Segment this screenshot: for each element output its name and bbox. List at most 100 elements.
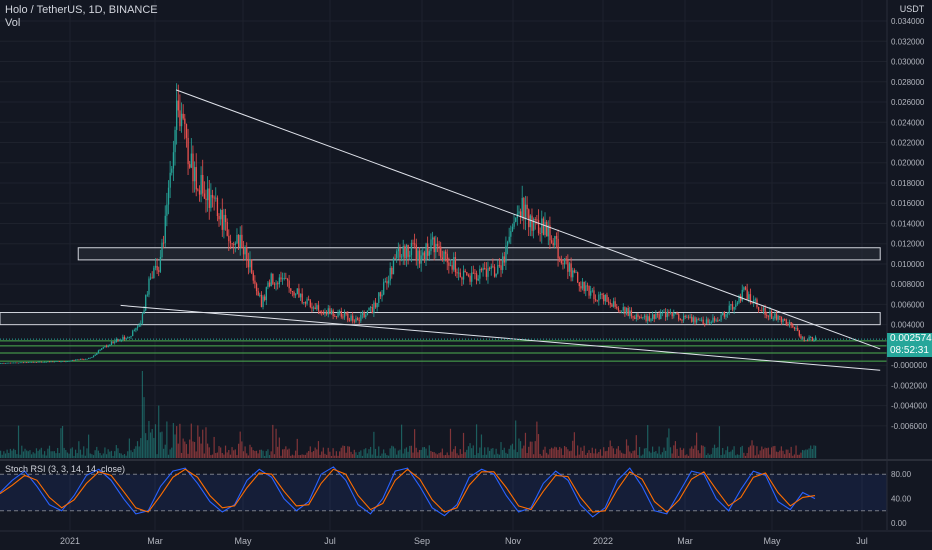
volume-bar	[376, 455, 378, 458]
volume-bar	[11, 450, 13, 458]
volume-bar	[422, 447, 424, 458]
volume-bar	[516, 452, 518, 458]
candle-body	[281, 278, 284, 280]
volume-bar	[19, 454, 21, 458]
candle-body	[233, 244, 235, 246]
rsi-title: Stoch RSI (3, 3, 14, 14, close)	[5, 464, 125, 474]
volume-bar	[568, 451, 571, 458]
candle-body	[267, 282, 269, 288]
candle-body	[777, 316, 779, 320]
candle-body	[570, 263, 572, 278]
volume-bar	[489, 450, 491, 458]
candle-body	[17, 362, 20, 364]
volume-bar	[671, 453, 673, 458]
candle-body	[141, 313, 144, 324]
volume-bar	[319, 454, 321, 458]
volume-bar	[167, 454, 170, 458]
candle-body	[149, 277, 152, 279]
candle-body	[135, 327, 137, 331]
candle-body	[355, 318, 357, 322]
volume-bar	[539, 454, 541, 458]
candle-body	[689, 316, 691, 318]
volume-bar	[726, 446, 729, 458]
candle-body	[712, 317, 714, 323]
candle-body	[707, 319, 709, 323]
volume-bar	[246, 453, 248, 458]
candle-body	[27, 362, 30, 363]
candle-body	[629, 310, 631, 316]
volume-bar	[138, 446, 140, 458]
volume-bar	[410, 445, 412, 458]
candle-body	[40, 361, 43, 363]
volume-bar	[280, 455, 282, 458]
volume-bar	[24, 448, 26, 458]
candle-body	[740, 295, 742, 301]
volume-bar	[638, 447, 641, 458]
candle-body	[154, 265, 157, 268]
candle-body	[231, 243, 233, 245]
volume-bar	[588, 450, 590, 458]
volume-bar	[790, 446, 792, 458]
volume-bar	[616, 448, 618, 458]
candle-body	[619, 310, 621, 312]
candle-body	[544, 221, 546, 235]
candle-body	[603, 295, 605, 302]
volume-bar	[384, 453, 386, 458]
volume-bar	[171, 447, 173, 458]
candle-body	[360, 315, 362, 321]
volume-bar	[339, 451, 341, 458]
candle-body	[653, 314, 655, 319]
volume-bar	[278, 437, 280, 458]
volume-bar	[301, 454, 303, 458]
volume-bar	[239, 431, 241, 458]
volume-bar	[612, 448, 615, 458]
candle-body	[273, 283, 276, 285]
candle-body	[741, 289, 743, 301]
candle-body	[324, 312, 326, 314]
volume-bar	[596, 453, 598, 458]
candle-body	[109, 344, 111, 347]
volume-bar	[8, 452, 10, 458]
volume-bar	[759, 450, 761, 458]
candle-body	[32, 361, 34, 363]
volume-bar	[213, 436, 215, 458]
volume-bar	[788, 453, 791, 458]
candle-body	[495, 273, 497, 277]
volume-bar	[0, 450, 2, 458]
candle-body	[391, 267, 393, 275]
volume-bar	[813, 445, 815, 458]
volume-bar	[617, 446, 619, 458]
candle-body	[454, 257, 457, 273]
candle-body	[60, 361, 62, 363]
volume-bar	[599, 449, 602, 458]
candle-body	[13, 362, 15, 364]
volume-bar	[96, 446, 98, 458]
candle-body	[78, 359, 80, 361]
volume-bar	[495, 448, 497, 458]
volume-bar	[405, 447, 408, 458]
candle-body	[70, 360, 72, 362]
candle-body	[743, 287, 745, 290]
x-tick-label: May	[763, 536, 781, 546]
candle-body	[363, 312, 365, 318]
candle-body	[733, 306, 735, 310]
volume-bar	[326, 454, 328, 458]
candle-body	[114, 342, 116, 343]
candle-body	[295, 294, 297, 296]
volume-bar	[795, 445, 797, 458]
candle-body	[48, 361, 51, 363]
volume-bar	[211, 454, 214, 458]
volume-bar	[438, 453, 440, 458]
candle-body	[577, 272, 579, 283]
candle-body	[604, 294, 607, 302]
candle-body	[123, 336, 126, 340]
candle-body	[187, 137, 189, 165]
volume-bar	[355, 452, 357, 458]
candle-body	[466, 271, 468, 276]
volume-bar	[368, 449, 370, 458]
volume-bar	[435, 453, 437, 458]
currency-label[interactable]: USDT	[899, 4, 925, 14]
volume-bar	[797, 454, 799, 458]
candle-body	[537, 220, 540, 234]
